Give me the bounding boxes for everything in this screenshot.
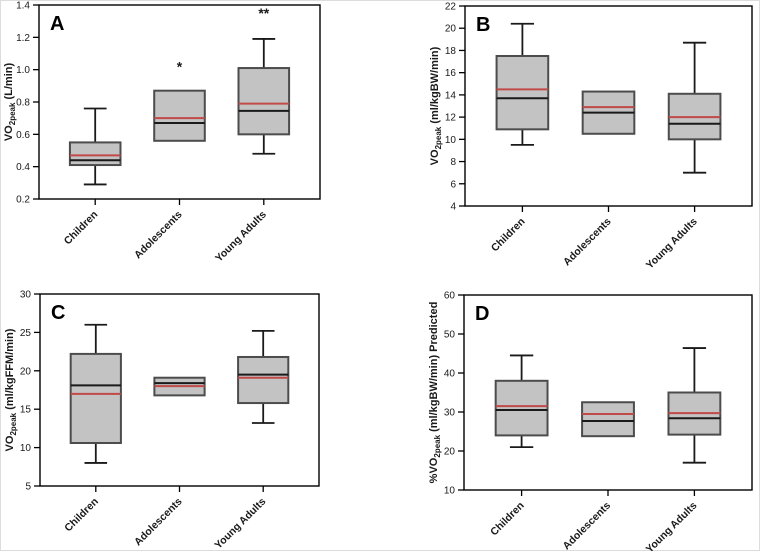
significance-marker: ** bbox=[258, 5, 269, 21]
x-tick-label: Young Adults bbox=[644, 216, 700, 272]
y-axis-label: VO2peak (ml/kgBW/min) bbox=[429, 46, 443, 165]
iqr-box bbox=[237, 355, 290, 405]
panel-label: B bbox=[476, 14, 490, 36]
y-tick-label: 10 bbox=[445, 135, 457, 146]
y-tick-label: 20 bbox=[444, 447, 456, 458]
box-children bbox=[495, 22, 550, 146]
panel-label: A bbox=[50, 13, 64, 35]
panel-c-chart: 5 10 15 20 25 30 Children Adolescents Young Adul… bbox=[4, 290, 320, 551]
y-tick-label: 6 bbox=[450, 179, 456, 190]
box-children bbox=[68, 107, 122, 186]
y-axis: 0.2 0.4 0.6 0.8 1.0 1.2 1.4 bbox=[16, 1, 39, 206]
iqr-box bbox=[494, 379, 549, 437]
y-tick-label: 20 bbox=[20, 366, 32, 377]
box-young-adults bbox=[667, 347, 722, 464]
panel-b-chart: 4 6 8 10 12 14 16 18 20 22 Children Adolescents Youn… bbox=[429, 2, 753, 272]
y-tick-label: 30 bbox=[20, 290, 32, 301]
box-children bbox=[494, 354, 549, 449]
x-tick-label: Adolescents bbox=[132, 209, 185, 262]
box-children bbox=[69, 323, 122, 464]
y-axis: 10 20 30 40 50 60 bbox=[444, 291, 464, 497]
panel-d: 10 20 30 40 50 60 Children Adolescents Young Adu… bbox=[380, 275, 760, 551]
y-tick-label: 10 bbox=[20, 443, 32, 454]
y-axis: 5 10 15 20 25 30 bbox=[20, 290, 40, 493]
box-young-adults bbox=[667, 41, 722, 174]
x-tick-label: Children bbox=[488, 500, 527, 539]
x-tick-label: Young Adults bbox=[644, 500, 700, 551]
significance-marker: * bbox=[177, 58, 183, 74]
panel-d-chart: 10 20 30 40 50 60 Children Adolescents Young Adu… bbox=[428, 291, 753, 551]
y-tick-label: 0.8 bbox=[16, 98, 30, 109]
y-tick-label: 0.2 bbox=[16, 195, 30, 206]
y-tick-label: 1.4 bbox=[16, 1, 30, 12]
iqr-box bbox=[69, 352, 122, 444]
iqr-box bbox=[495, 55, 550, 131]
box-young-adults bbox=[237, 38, 291, 155]
y-axis: 4 6 8 10 12 14 16 18 20 22 bbox=[445, 2, 465, 213]
y-tick-label: 4 bbox=[450, 202, 456, 213]
iqr-box bbox=[581, 401, 635, 438]
y-tick-label: 30 bbox=[444, 408, 456, 419]
x-tick-label: Children bbox=[489, 216, 528, 255]
y-tick-label: 10 bbox=[444, 486, 456, 497]
panel-a: 0.2 0.4 0.6 0.8 1.0 1.2 1.4 Children Adolescents… bbox=[0, 0, 380, 275]
panel-b: 4 6 8 10 12 14 16 18 20 22 Children Adolescents Youn… bbox=[380, 0, 760, 275]
x-tick-label: Adolescents bbox=[561, 216, 614, 269]
y-tick-label: 25 bbox=[20, 328, 32, 339]
y-tick-label: 20 bbox=[445, 24, 457, 35]
box-adolescents bbox=[153, 376, 206, 397]
iqr-box bbox=[237, 67, 291, 136]
y-tick-label: 60 bbox=[444, 291, 456, 302]
iqr-box bbox=[153, 89, 206, 142]
y-tick-label: 8 bbox=[450, 157, 456, 168]
box-young-adults bbox=[237, 329, 290, 424]
y-tick-label: 12 bbox=[445, 113, 457, 124]
y-tick-label: 1.2 bbox=[16, 33, 30, 44]
y-axis-label: VO2peak (ml/kgFFM/min) bbox=[4, 328, 18, 451]
y-tick-label: 0.4 bbox=[16, 162, 30, 173]
box-adolescents bbox=[581, 90, 636, 135]
y-axis-label: VO2peak (L/min) bbox=[3, 63, 17, 142]
y-tick-label: 5 bbox=[25, 482, 31, 493]
panel-c: 5 10 15 20 25 30 Children Adolescents Young Adul… bbox=[0, 275, 380, 551]
y-tick-label: 1.0 bbox=[16, 65, 30, 76]
x-tick-label: Adolescents bbox=[132, 496, 185, 549]
iqr-box bbox=[68, 141, 122, 167]
box-adolescents bbox=[153, 89, 206, 142]
y-tick-label: 16 bbox=[445, 68, 457, 79]
y-tick-label: 18 bbox=[445, 46, 457, 57]
x-tick-label: Children bbox=[62, 496, 101, 535]
panel-a-chart: 0.2 0.4 0.6 0.8 1.0 1.2 1.4 Children Adolescents… bbox=[3, 1, 321, 265]
y-tick-label: 14 bbox=[445, 90, 457, 101]
panel-label: D bbox=[475, 303, 489, 325]
x-tick-label: Young Adults bbox=[212, 496, 268, 551]
y-tick-label: 22 bbox=[445, 2, 457, 13]
y-tick-label: 15 bbox=[20, 405, 32, 416]
x-tick-label: Young Adults bbox=[213, 209, 269, 265]
y-tick-label: 50 bbox=[444, 330, 456, 341]
x-tick-label: Children bbox=[62, 209, 101, 248]
panel-label: C bbox=[51, 302, 65, 324]
box-adolescents bbox=[581, 401, 635, 438]
y-tick-label: 40 bbox=[444, 369, 456, 380]
x-tick-label: Adolescents bbox=[560, 500, 613, 551]
y-axis-label: %VO2peak (ml/kgBW/min) Predicted bbox=[428, 302, 442, 484]
y-tick-label: 0.6 bbox=[16, 130, 30, 141]
